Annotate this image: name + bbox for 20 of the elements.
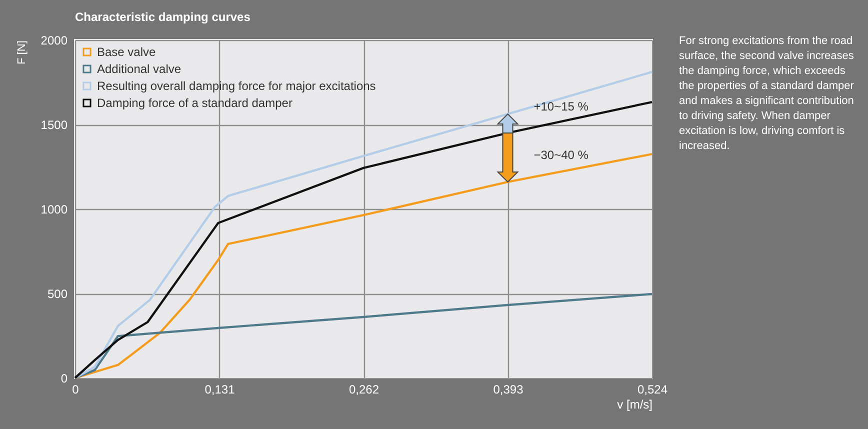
y-tick-label: 500	[47, 287, 68, 301]
x-tick-label: 0,262	[348, 382, 380, 396]
x-tick-label: 0	[72, 382, 80, 396]
chart-title: Characteristic damping curves	[75, 10, 251, 24]
y-axis-title: F [N]	[16, 40, 28, 64]
legend-label: Damping force of a standard damper	[97, 96, 292, 110]
y-tick-label: 0	[60, 372, 68, 386]
x-tick-label: 0,524	[637, 382, 668, 396]
legend-label: Base valve	[97, 45, 156, 59]
x-axis-title: v [m/s]	[617, 398, 652, 412]
annotation: −30~40 %	[534, 148, 589, 162]
text: For strong excitations from the road surface, the second valve increases the damping force, which exceeds the properties of a standard damper and makes a significant contribution to driving safety. When damper excitation is low, driving comfort is increased.	[679, 34, 855, 154]
y-tick-label: 1000	[40, 202, 68, 216]
annotation: +10~15 %	[534, 99, 589, 114]
y-tick-label: 2000	[40, 34, 68, 48]
y-tick-label: 1500	[40, 118, 68, 132]
x-tick-label: 0,131	[204, 382, 236, 396]
legend-label: Resulting overall damping force for major excitations	[97, 79, 376, 93]
x-tick-label: 0,393	[493, 382, 524, 396]
legend-label: Additional valve	[97, 62, 182, 76]
